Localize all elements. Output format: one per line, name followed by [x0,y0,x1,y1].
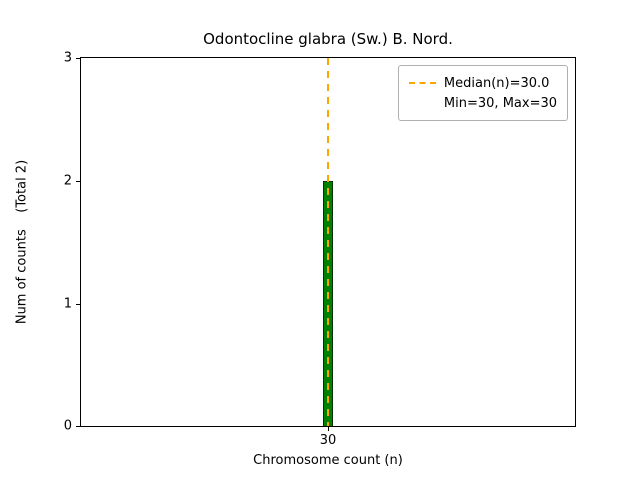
legend-entry-median: Median(n)=30.0 [408,73,557,93]
legend-entry-minmax: Min=30, Max=30 [409,93,557,113]
y-tick-label: 2 [63,173,72,189]
y-tick-mark [76,58,81,59]
chart-title: Odontocline glabra (Sw.) B. Nord. [203,30,453,48]
y-tick-mark [76,426,81,427]
y-tick-mark [76,304,81,305]
legend-label: Median(n)=30.0 [443,75,550,91]
y-axis-label: Num of counts (Total 2) [14,159,30,325]
y-tick-label: 0 [63,418,72,434]
plot-area: 3 2 1 0 30 Median(n)=30.0 Min=30, Max=30 [64,51,576,448]
median-line [327,58,329,426]
x-axis-label: Chromosome count (n) [253,453,403,468]
legend-label: Min=30, Max=30 [443,95,557,111]
dashed-line-icon [408,82,436,84]
y-tick-mark [76,181,81,182]
y-tick-label: 1 [63,296,72,312]
legend: Median(n)=30.0 Min=30, Max=30 [397,65,568,121]
x-tick-mark [328,426,329,431]
x-tick-label: 30 [319,433,337,448]
y-tick-label: 3 [63,50,72,66]
